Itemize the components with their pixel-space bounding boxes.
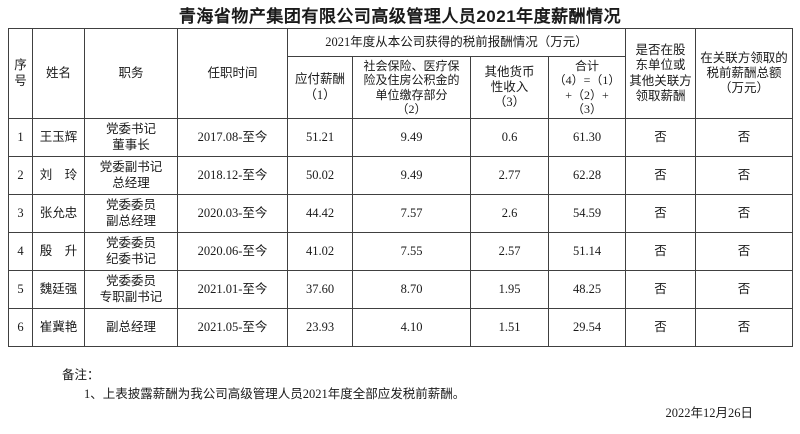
cell-other: 2.57 bbox=[470, 232, 549, 271]
cell-total: 61.30 bbox=[547, 118, 627, 157]
cell-flag: 否 bbox=[625, 308, 697, 347]
cell-name: 殷 升 bbox=[32, 232, 85, 271]
cell-name: 刘 玲 bbox=[32, 156, 85, 195]
cell-total: 62.28 bbox=[547, 156, 627, 195]
table-row: 6 崔冀艳 副总经理 2021.05-至今 23.93 4.10 1.51 29… bbox=[8, 308, 794, 347]
cell-payable: 44.42 bbox=[287, 194, 353, 233]
cell-related-amount: 否 bbox=[695, 232, 794, 271]
cell-tenure: 2018.12-至今 bbox=[177, 156, 288, 195]
cell-flag: 否 bbox=[625, 156, 697, 195]
header-total: 合计 （4）=（1） +（2）+ （3） bbox=[547, 56, 627, 119]
cell-insurance: 7.57 bbox=[352, 194, 471, 233]
header-related-party-amount: 在关联方领取的 税前薪酬总额 （万元） bbox=[695, 28, 794, 119]
table-row: 3 张允忠 党委委员 副总经理 2020.03-至今 44.42 7.57 2.… bbox=[8, 194, 794, 233]
cell-flag: 否 bbox=[625, 270, 697, 309]
date-stamp: 2022年12月26日 bbox=[665, 406, 753, 420]
cell-total: 54.59 bbox=[547, 194, 627, 233]
cell-flag: 否 bbox=[625, 194, 697, 233]
cell-payable: 23.93 bbox=[287, 308, 353, 347]
header-payable-salary: 应付薪酬 （1） bbox=[287, 56, 353, 119]
cell-other: 0.6 bbox=[470, 118, 549, 157]
cell-other: 1.95 bbox=[470, 270, 549, 309]
cell-position: 副总经理 bbox=[84, 308, 178, 347]
notes-section: 备注： 1、上表披露薪酬为我公司高级管理人员2021年度全部应发税前薪酬。 bbox=[62, 366, 465, 404]
cell-flag: 否 bbox=[625, 118, 697, 157]
table-row: 2 刘 玲 党委副书记 总经理 2018.12-至今 50.02 9.49 2.… bbox=[8, 156, 794, 195]
header-tenure: 任职时间 bbox=[177, 28, 288, 119]
cell-payable: 37.60 bbox=[287, 270, 353, 309]
cell-insurance: 9.49 bbox=[352, 118, 471, 157]
cell-position: 党委委员 纪委书记 bbox=[84, 232, 178, 271]
cell-insurance: 4.10 bbox=[352, 308, 471, 347]
header-position: 职务 bbox=[84, 28, 178, 119]
cell-tenure: 2020.03-至今 bbox=[177, 194, 288, 233]
cell-tenure: 2021.01-至今 bbox=[177, 270, 288, 309]
cell-related-amount: 否 bbox=[695, 118, 794, 157]
table-row: 4 殷 升 党委委员 纪委书记 2020.06-至今 41.02 7.55 2.… bbox=[8, 232, 794, 271]
cell-name: 崔冀艳 bbox=[32, 308, 85, 347]
cell-total: 29.54 bbox=[547, 308, 627, 347]
table-row: 1 王玉辉 党委书记 董事长 2017.08-至今 51.21 9.49 0.6… bbox=[8, 118, 794, 157]
header-serial: 序 号 bbox=[8, 28, 33, 119]
header-related-party-flag: 是否在股 东单位或 其他关联方 领取薪酬 bbox=[625, 28, 697, 119]
cell-insurance: 8.70 bbox=[352, 270, 471, 309]
cell-tenure: 2021.05-至今 bbox=[177, 308, 288, 347]
table-row: 5 魏廷强 党委委员 专职副书记 2021.01-至今 37.60 8.70 1… bbox=[8, 270, 794, 309]
cell-serial: 6 bbox=[8, 308, 33, 347]
cell-position: 党委书记 董事长 bbox=[84, 118, 178, 157]
cell-payable: 50.02 bbox=[287, 156, 353, 195]
page-title: 青海省物产集团有限公司高级管理人员2021年度薪酬情况 bbox=[178, 7, 622, 26]
cell-serial: 5 bbox=[8, 270, 33, 309]
cell-position: 党委副书记 总经理 bbox=[84, 156, 178, 195]
cell-tenure: 2020.06-至今 bbox=[177, 232, 288, 271]
cell-flag: 否 bbox=[625, 232, 697, 271]
cell-other: 1.51 bbox=[470, 308, 549, 347]
cell-insurance: 7.55 bbox=[352, 232, 471, 271]
cell-serial: 4 bbox=[8, 232, 33, 271]
cell-related-amount: 否 bbox=[695, 308, 794, 347]
cell-serial: 3 bbox=[8, 194, 33, 233]
salary-table: 序 号 姓名 职务 任职时间 2021年度从本公司获得的税前报酬情况（万元） 是… bbox=[8, 28, 794, 347]
cell-name: 王玉辉 bbox=[32, 118, 85, 157]
note-item-1: 1、上表披露薪酬为我公司高级管理人员2021年度全部应发税前薪酬。 bbox=[84, 386, 466, 401]
cell-related-amount: 否 bbox=[695, 156, 794, 195]
header-other-income: 其他货币 性收入 （3） bbox=[470, 56, 549, 119]
cell-payable: 51.21 bbox=[287, 118, 353, 157]
cell-other: 2.77 bbox=[470, 156, 549, 195]
cell-position: 党委委员 专职副书记 bbox=[84, 270, 178, 309]
cell-tenure: 2017.08-至今 bbox=[177, 118, 288, 157]
header-name: 姓名 bbox=[32, 28, 85, 119]
header-pretax-group: 2021年度从本公司获得的税前报酬情况（万元） bbox=[286, 28, 627, 57]
cell-total: 48.25 bbox=[547, 270, 627, 309]
cell-name: 张允忠 bbox=[32, 194, 85, 233]
notes-label: 备注： bbox=[62, 368, 100, 382]
cell-name: 魏廷强 bbox=[32, 270, 85, 309]
cell-insurance: 9.49 bbox=[352, 156, 471, 195]
cell-serial: 1 bbox=[8, 118, 33, 157]
header-social-insurance: 社会保险、医疗保 险及住房公积金的 单位缴存部分 （2） bbox=[352, 56, 471, 119]
cell-related-amount: 否 bbox=[695, 270, 794, 309]
cell-payable: 41.02 bbox=[287, 232, 353, 271]
cell-position: 党委委员 副总经理 bbox=[84, 194, 178, 233]
cell-other: 2.6 bbox=[470, 194, 549, 233]
cell-total: 51.14 bbox=[547, 232, 627, 271]
cell-related-amount: 否 bbox=[695, 194, 794, 233]
cell-serial: 2 bbox=[8, 156, 33, 195]
